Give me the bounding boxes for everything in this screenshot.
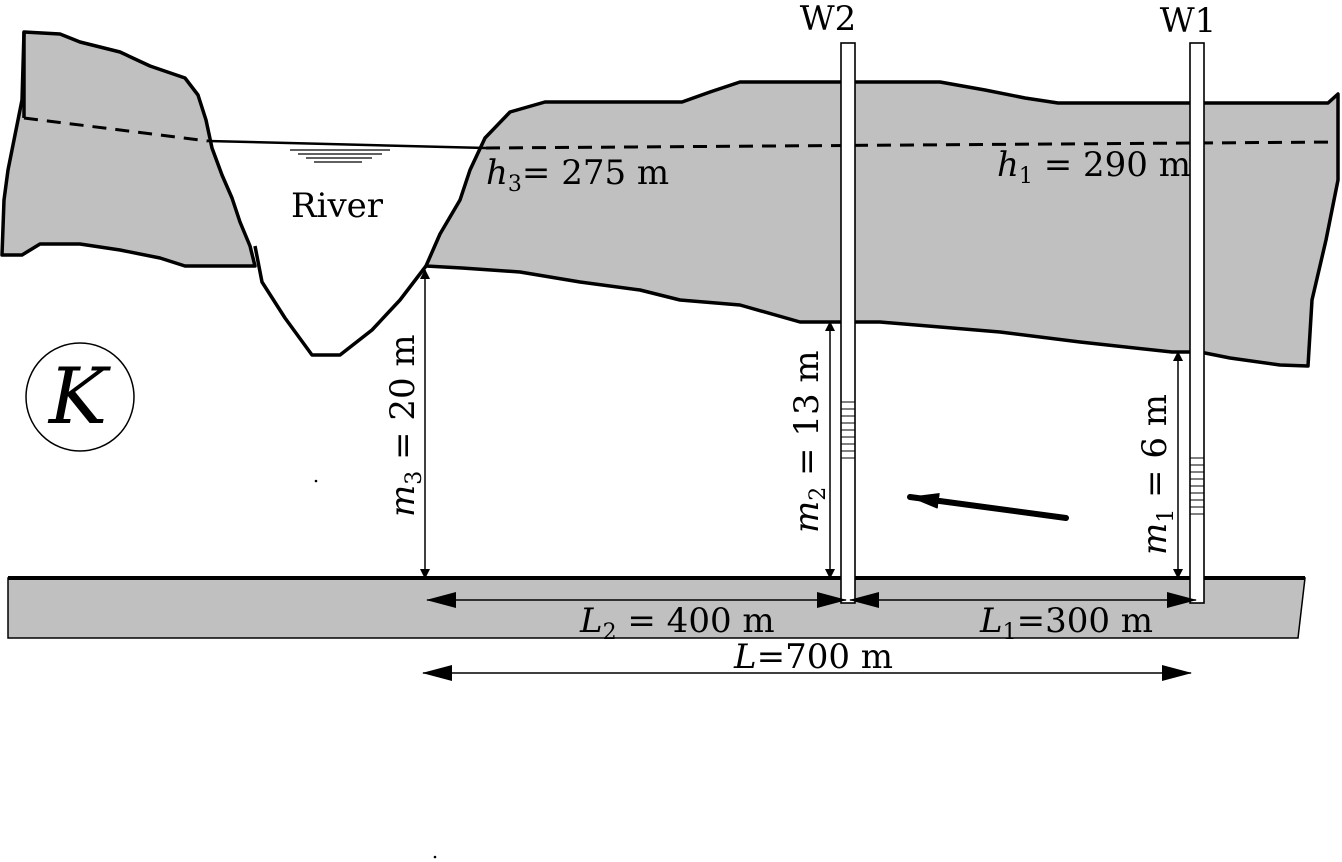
well-w2-screen: [841, 401, 855, 459]
conductivity-circle: [25, 342, 135, 452]
l1-label: L1=300 m: [979, 601, 1153, 645]
conductivity-symbol: K: [47, 352, 112, 442]
flow-direction-arrow: [907, 492, 1069, 521]
h1-label: h1 = 290 m: [997, 145, 1191, 189]
m1-label: m1 = 6 m: [1135, 394, 1179, 555]
river-water-surface: [207, 139, 487, 150]
well-w1-casing: [1189, 42, 1205, 604]
piezometric-line-left: [23, 116, 209, 143]
stray-dot: [433, 855, 437, 859]
l-total-label: L=700 m: [733, 637, 893, 677]
well-w2-casing: [840, 42, 856, 604]
m3-label: m3 = 20 m: [383, 334, 427, 517]
well-w1-label: W1: [1160, 1, 1217, 41]
well-w1-screen: [1190, 457, 1204, 515]
l2-label: L2 = 400 m: [579, 601, 775, 645]
left-bank-confining-layer: [0, 30, 257, 268]
water-level-indicator: [290, 149, 390, 163]
m2-label: m2 = 13 m: [787, 350, 831, 533]
stray-dot: [314, 479, 318, 483]
river-label: River: [291, 186, 384, 226]
river-channel: [253, 245, 428, 357]
well-w2-label: W2: [800, 0, 857, 39]
h3-label: h3= 275 m: [486, 153, 669, 197]
main-confining-layer: [424, 80, 1340, 368]
piezometric-line-main: [485, 140, 1339, 150]
